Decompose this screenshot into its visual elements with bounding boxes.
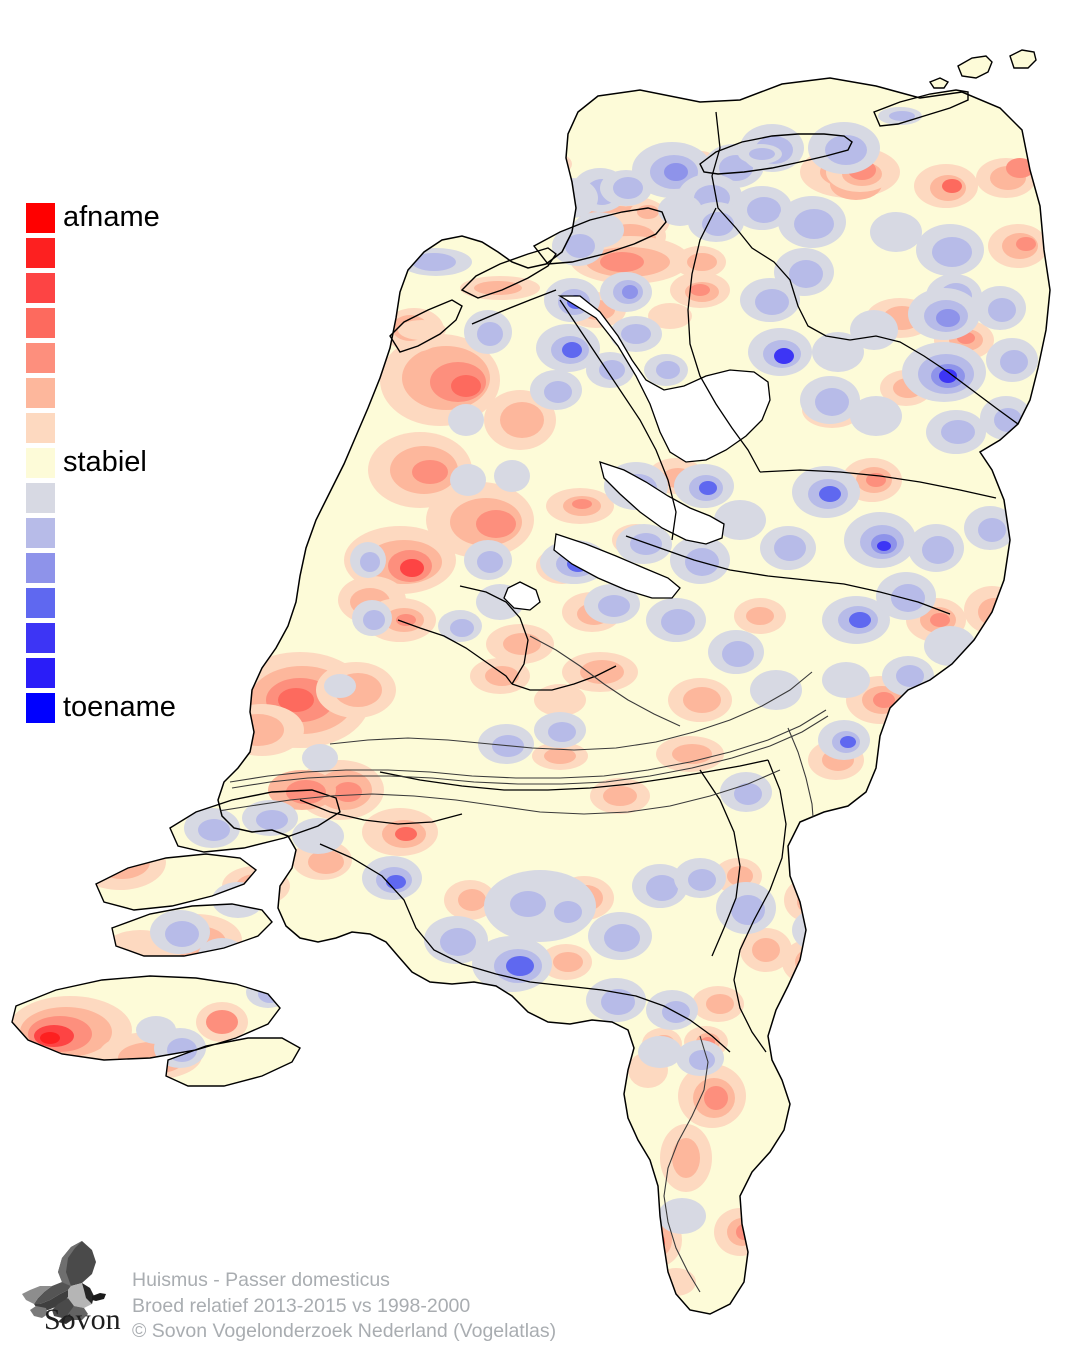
afsluitdijk (471, 289, 557, 325)
legend-swatch-toename-1 (26, 482, 55, 513)
legend-swatch-stabiel (26, 447, 55, 478)
trend-legend: afname stabiel toename (26, 200, 226, 725)
legend-item (26, 375, 226, 410)
legend-item (26, 270, 226, 305)
legend-swatch-toename-2 (26, 517, 55, 548)
legend-label-toename: toename (63, 691, 176, 723)
legend-item (26, 585, 226, 620)
mainland-outline (217, 77, 1051, 1315)
legend-item (26, 550, 226, 585)
legend-swatch-toename-3 (26, 552, 55, 583)
legend-swatch-afname-2 (26, 237, 55, 268)
caption-period: Broed relatief 2013-2015 vs 1998-2000 (132, 1294, 471, 1317)
legend-swatch-afname-6 (26, 377, 55, 408)
legend-swatch-toename-6 (26, 657, 55, 688)
legend-item: stabiel (26, 445, 226, 480)
legend-item: toename (26, 690, 226, 725)
legend-item (26, 480, 226, 515)
zeeland-islands-layer (11, 789, 341, 1087)
legend-item (26, 340, 226, 375)
sovon-swallow-logo: Sovon (22, 1241, 121, 1334)
legend-swatch-afname-7 (26, 412, 55, 443)
legend-item: afname (26, 200, 226, 235)
legend-swatch-afname-1 (26, 202, 55, 233)
legend-item (26, 515, 226, 550)
legend-item (26, 235, 226, 270)
sovon-wordmark: Sovon (44, 1303, 121, 1334)
wadden-outline (389, 49, 1037, 353)
swallow-icon (22, 1241, 106, 1324)
legend-swatch-afname-4 (26, 307, 55, 338)
figure-footer: Sovon Huismus - Passer domesticus Broed … (22, 1236, 822, 1342)
zeeland-outline (11, 789, 341, 1087)
mainland-layer (218, 78, 1050, 1314)
legend-item (26, 655, 226, 690)
legend-label-stabiel: stabiel (63, 446, 147, 478)
legend-swatch-toename-7 (26, 692, 55, 723)
figure-caption: Huismus - Passer domesticus Broed relati… (132, 1268, 556, 1345)
legend-swatch-toename-5 (26, 622, 55, 653)
river-network (218, 635, 829, 1293)
legend-item (26, 620, 226, 655)
legend-item (26, 410, 226, 445)
legend-swatch-afname-3 (26, 272, 55, 303)
legend-item (26, 305, 226, 340)
caption-copyright: © Sovon Vogelonderzoek Nederland (Vogela… (132, 1320, 557, 1342)
legend-label-afname: afname (63, 201, 160, 233)
legend-swatch-toename-4 (26, 587, 55, 618)
legend-swatch-afname-5 (26, 342, 55, 373)
wadden-islands-layer (389, 49, 1037, 353)
caption-species: Huismus - Passer domesticus (132, 1269, 390, 1291)
province-borders (299, 111, 1019, 1053)
water-bodies (503, 295, 771, 611)
